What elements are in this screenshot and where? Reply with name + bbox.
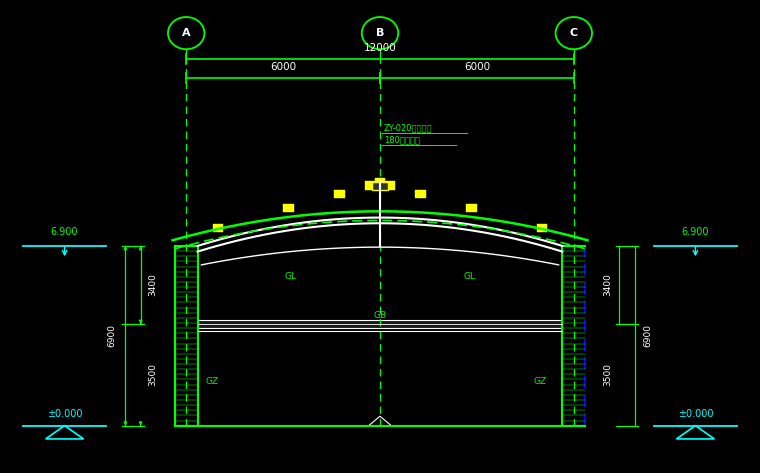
Text: GZ: GZ: [205, 377, 218, 386]
Text: 6000: 6000: [464, 62, 490, 72]
Text: 3500: 3500: [603, 363, 612, 386]
Text: 12000: 12000: [363, 44, 397, 53]
Polygon shape: [372, 182, 388, 190]
Text: GL: GL: [285, 272, 296, 281]
Polygon shape: [334, 190, 345, 198]
Polygon shape: [283, 204, 294, 212]
Text: A: A: [182, 28, 191, 38]
Polygon shape: [198, 320, 562, 328]
Text: C: C: [570, 28, 578, 38]
Polygon shape: [537, 224, 547, 232]
Text: 3400: 3400: [603, 273, 612, 297]
Polygon shape: [385, 181, 395, 190]
Text: GZ: GZ: [534, 377, 546, 386]
Polygon shape: [466, 204, 477, 212]
Text: ±0.000: ±0.000: [678, 409, 713, 419]
Text: 3500: 3500: [148, 363, 157, 386]
Text: 6.900: 6.900: [682, 228, 709, 237]
Text: 6900: 6900: [644, 324, 653, 347]
Polygon shape: [375, 178, 385, 187]
Text: 6.900: 6.900: [51, 228, 78, 237]
Text: 180型屋面檩: 180型屋面檩: [384, 135, 420, 144]
Text: ±0.000: ±0.000: [47, 409, 82, 419]
Text: ZY-020型屋面板: ZY-020型屋面板: [384, 123, 432, 132]
Polygon shape: [365, 181, 375, 190]
Polygon shape: [415, 190, 426, 198]
Text: 6000: 6000: [270, 62, 296, 72]
Text: B: B: [375, 28, 385, 38]
Text: 3400: 3400: [148, 273, 157, 297]
Polygon shape: [213, 224, 223, 232]
Text: 6900: 6900: [107, 324, 116, 347]
Text: GL: GL: [464, 272, 475, 281]
Text: GB: GB: [373, 311, 387, 320]
